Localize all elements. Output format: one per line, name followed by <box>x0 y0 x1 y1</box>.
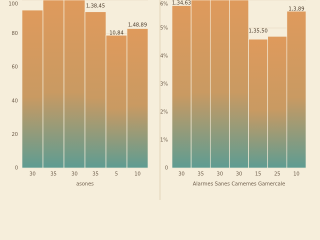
y-tick-label: 0 <box>15 166 18 172</box>
annotation: 1,34,63 <box>172 1 191 7</box>
bar <box>126 28 149 169</box>
y-tick-label: 40 <box>12 98 18 104</box>
annotation: 1,3,89 <box>288 7 304 13</box>
y-tick-label: 80 <box>12 31 18 37</box>
bar <box>171 5 192 169</box>
annotation: 1,38,45 <box>86 4 105 10</box>
annotation: 10,84 <box>109 31 123 37</box>
bar <box>42 0 65 169</box>
y-tick-label: 4% <box>160 54 168 60</box>
x-tick-label: 35 <box>50 172 56 178</box>
y-tick-label: 20 <box>12 132 18 138</box>
x-tick-label: 30 <box>178 172 184 178</box>
x-tick-label: 10 <box>134 172 140 178</box>
y-tick-label: 100 <box>8 2 18 8</box>
y-tick-label: 5% <box>160 26 168 32</box>
bar <box>267 36 288 169</box>
x-tick-label: 30 <box>217 172 223 178</box>
x-tick-label: 10 <box>293 172 299 178</box>
bar <box>209 0 230 169</box>
y-tick-label: 3% <box>160 82 168 88</box>
y-tick-label: 60 <box>12 65 18 71</box>
bar <box>248 38 269 169</box>
x-tick-label: 15 <box>255 172 261 178</box>
x-tick-label: 30 <box>236 172 242 178</box>
y-tick-label: 6% <box>160 2 168 8</box>
x-tick-label: 30 <box>29 172 35 178</box>
x-tick-label: 5 <box>115 172 118 178</box>
x-tick-label: 25 <box>274 172 280 178</box>
bar <box>84 11 107 169</box>
x-tick-label: 30 <box>71 172 77 178</box>
x-tick-label: 35 <box>198 172 204 178</box>
bar <box>286 10 307 169</box>
y-tick-label: 0 <box>165 166 168 172</box>
bar <box>190 0 211 169</box>
bar <box>63 0 86 169</box>
bar <box>229 0 249 169</box>
x-axis-title: Alarmes Sanes Camemes Gamercale <box>193 182 285 188</box>
y-tick-label: 2% <box>160 110 168 116</box>
x-axis-title: asones <box>76 182 94 188</box>
bar <box>21 9 44 169</box>
y-tick-label: 1% <box>160 138 168 144</box>
bar <box>105 34 128 169</box>
annotation: 1,35,50 <box>249 29 268 35</box>
x-tick-label: 35 <box>92 172 98 178</box>
annotation: 1,48,89 <box>128 23 147 29</box>
